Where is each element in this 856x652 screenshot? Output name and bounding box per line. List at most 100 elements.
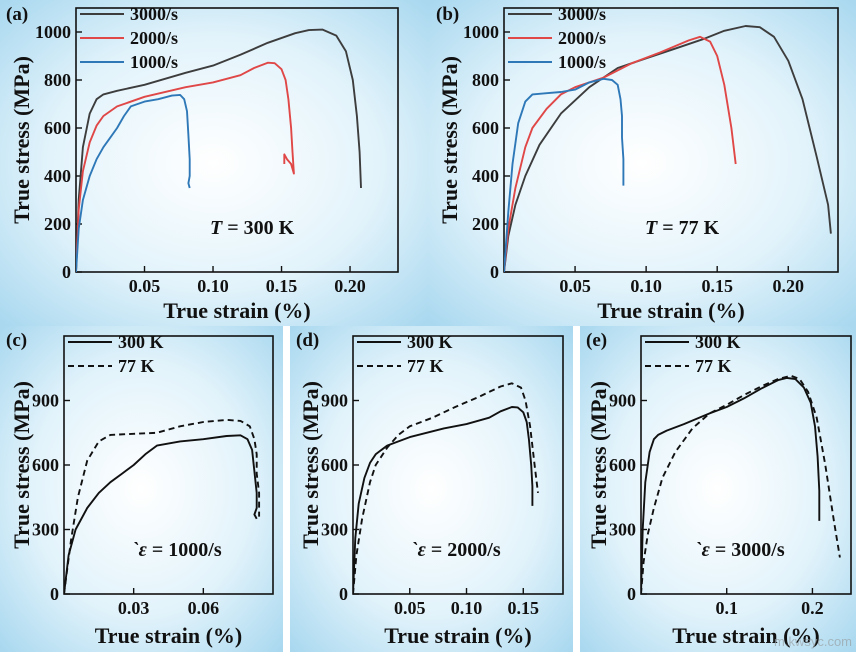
x-axis-title: True strain (%)	[95, 623, 242, 648]
panel-a: 0 200 400 600 800 1000 0.05 0.10 0.15 0.20 True st…	[0, 0, 428, 326]
y-tick-label: 600	[321, 455, 348, 475]
legend-label: 77 K	[695, 356, 732, 376]
annotation-symbol: `ε	[695, 539, 711, 561]
y-tick-label: 200	[472, 214, 499, 234]
y-tick-label: 1000	[35, 22, 71, 42]
series-line-77k	[64, 418, 261, 594]
y-tick-label: 800	[472, 70, 499, 90]
series-line-3000s	[504, 25, 832, 272]
panel-background	[290, 326, 573, 652]
series-line-300k	[353, 406, 534, 594]
series-line-77k	[353, 382, 539, 594]
legend-label: 1000/s	[558, 52, 606, 72]
series-line-2000s	[76, 61, 295, 272]
legend-label: 1000/s	[130, 52, 178, 72]
y-tick-label: 800	[44, 70, 71, 90]
annotation-symbol: T	[210, 217, 223, 239]
legend-label: 77 K	[118, 356, 155, 376]
x-tick-label: 0.03	[118, 598, 150, 618]
x-axis-title: True strain (%)	[384, 623, 531, 648]
legend-label: 3000/s	[558, 4, 606, 24]
y-tick-label: 400	[472, 166, 499, 186]
x-tick-label: 0.05	[559, 276, 591, 296]
annotation-value: = 300 K	[222, 217, 294, 239]
y-axis-title: True stress (MPa)	[437, 56, 462, 224]
y-tick-label: 600	[609, 455, 636, 475]
annotation: `ε = 2000/s	[411, 539, 501, 561]
legend-label: 2000/s	[558, 28, 606, 48]
y-axis-title: True stress (MPa)	[9, 381, 34, 549]
legend-label: 300 K	[695, 332, 741, 352]
panel-label: (b)	[436, 4, 459, 25]
legend-label: 300 K	[118, 332, 164, 352]
x-tick-label: 0.1	[715, 598, 738, 618]
panel-c: 0 300 600 900 0.03 0.06 True strain (%) True st…	[0, 326, 283, 652]
panel-background	[0, 326, 283, 652]
series-line-300k	[64, 434, 258, 594]
legend-label: 300 K	[407, 332, 453, 352]
x-tick-label: 0.20	[334, 276, 366, 296]
x-axis-title: True strain (%)	[163, 298, 310, 323]
x-tick-label: 0.10	[197, 276, 229, 296]
annotation-symbol: T	[645, 217, 658, 239]
y-tick-label: 0	[627, 584, 636, 604]
y-tick-label: 0	[339, 584, 348, 604]
series-line-77k	[641, 374, 841, 594]
panel-label: (a)	[6, 4, 28, 25]
y-axis-title: True stress (MPa)	[586, 381, 611, 549]
y-tick-label: 0	[490, 262, 499, 282]
panel-d: 0 300 600 900 0.05 0.10 0.15 True strain (%) Tru…	[290, 326, 573, 652]
y-tick-label: 0	[50, 584, 59, 604]
panel-label: (d)	[296, 330, 319, 351]
annotation-value: = 1000/s	[147, 539, 222, 561]
series-line-3000s	[76, 28, 362, 272]
annotation: T = 300 K	[210, 217, 295, 239]
x-tick-label: 0.06	[188, 598, 220, 618]
watermark: m.kwsyc.com	[774, 634, 852, 649]
y-tick-label: 300	[321, 520, 348, 540]
y-tick-label: 200	[44, 214, 71, 234]
plot-frame	[503, 7, 839, 273]
annotation: `ε = 3000/s	[695, 539, 785, 561]
panel-b: 0 200 400 600 800 1000 0.05 0.10 0.15 0.20 True st…	[428, 0, 856, 326]
x-tick-label: 0.05	[129, 276, 161, 296]
y-tick-label: 300	[32, 520, 59, 540]
y-tick-label: 900	[609, 391, 636, 411]
x-tick-label: 0.10	[630, 276, 662, 296]
y-tick-label: 900	[32, 391, 59, 411]
x-axis-title: True strain (%)	[672, 623, 819, 648]
x-tick-label: 0.15	[701, 276, 733, 296]
x-tick-label: 0.05	[394, 598, 426, 618]
x-tick-label: 0.2	[801, 598, 824, 618]
x-tick-label: 0.20	[773, 276, 805, 296]
y-axis-title: True stress (MPa)	[298, 381, 323, 549]
y-tick-label: 400	[44, 166, 71, 186]
y-axis-title: True stress (MPa)	[9, 56, 34, 224]
x-tick-label: 0.10	[451, 598, 483, 618]
series-line-1000s	[76, 93, 191, 272]
x-tick-label: 0.15	[266, 276, 298, 296]
y-tick-label: 600	[472, 118, 499, 138]
y-tick-label: 1000	[463, 22, 499, 42]
annotation-symbol: `ε	[411, 539, 427, 561]
panel-e: 0 300 600 900 0.1 0.2 True strain (%) True stre…	[580, 326, 856, 652]
series-line-1000s	[504, 77, 625, 272]
y-tick-label: 0	[62, 262, 71, 282]
series-line-2000s	[504, 35, 737, 272]
panel-label: (c)	[6, 330, 27, 351]
legend-label: 77 K	[407, 356, 444, 376]
y-tick-label: 600	[44, 118, 71, 138]
y-tick-label: 900	[321, 391, 348, 411]
annotation: `ε = 1000/s	[132, 539, 222, 561]
legend-label: 2000/s	[130, 28, 178, 48]
annotation-value: = 3000/s	[710, 539, 785, 561]
x-tick-label: 0.15	[508, 598, 540, 618]
annotation: T = 77 K	[645, 217, 720, 239]
annotation-value: = 2000/s	[426, 539, 501, 561]
x-axis-title: True strain (%)	[597, 298, 744, 323]
series-line-300k	[641, 376, 821, 594]
annotation-symbol: `ε	[132, 539, 148, 561]
panel-label: (e)	[586, 330, 607, 351]
annotation-value: = 77 K	[657, 217, 719, 239]
